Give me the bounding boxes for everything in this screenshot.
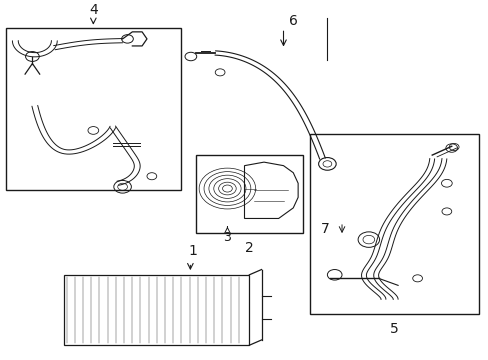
Text: 6: 6 bbox=[288, 14, 297, 28]
Text: 3: 3 bbox=[223, 231, 231, 244]
Text: 7: 7 bbox=[321, 222, 329, 236]
Text: 2: 2 bbox=[244, 241, 253, 255]
Text: 4: 4 bbox=[89, 3, 98, 17]
Bar bbox=[310, 134, 478, 314]
Text: 1: 1 bbox=[188, 244, 197, 258]
Bar bbox=[195, 155, 303, 233]
Text: 5: 5 bbox=[389, 322, 398, 336]
Bar bbox=[5, 28, 181, 190]
Bar bbox=[64, 275, 249, 345]
